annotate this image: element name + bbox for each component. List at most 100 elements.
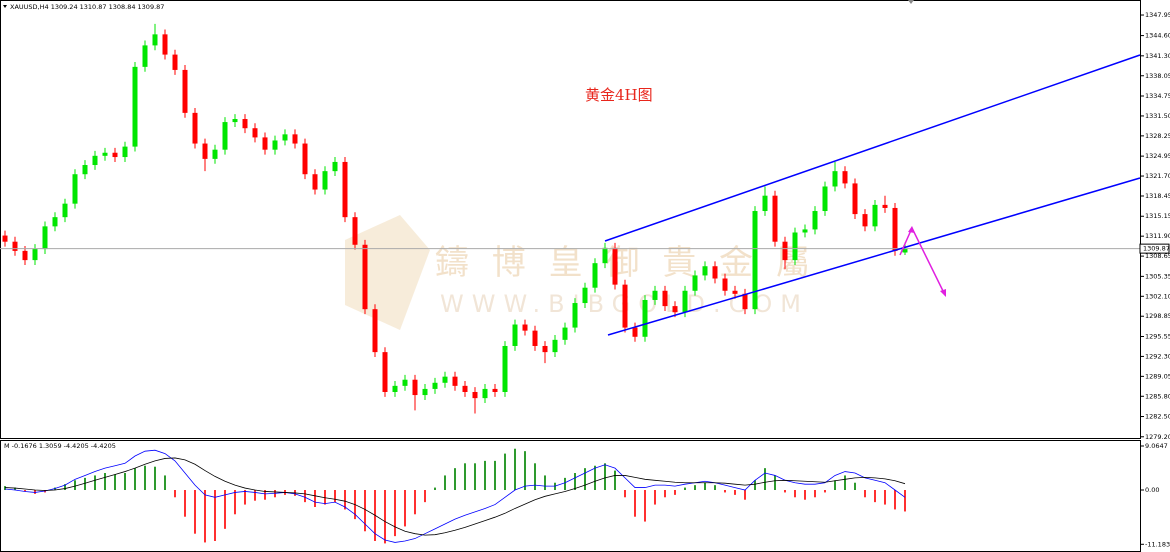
histogram-bar [214,490,216,541]
candle-body [32,249,38,261]
y-tick-label: 1315.15 [1145,212,1170,220]
candle-body [852,183,858,215]
histogram-bar [644,490,646,522]
candle-body [432,382,438,389]
candle-body [422,388,428,396]
histogram-bar [74,480,76,491]
histogram-bar [414,490,416,515]
watermark-url: WWW.BIBGOLD.COM [440,290,809,318]
histogram-bar [654,490,656,505]
candle-body [212,149,218,159]
candle-body [652,290,658,300]
candle-body [692,275,698,291]
histogram-bar [694,485,696,491]
histogram-bar [664,490,666,498]
histogram-bar [544,475,546,491]
histogram-bar [434,487,436,491]
histogram-bar [144,465,146,491]
histogram-bar [404,490,406,527]
y-tick-label: 1347.95 [1145,11,1170,19]
y-tick-label: 1295.55 [1145,332,1170,340]
candle-body [162,34,168,55]
histogram-bar [64,484,66,491]
histogram-bar [884,490,886,505]
y-tick-label: 1279.20 [1145,433,1170,441]
candle-body [482,388,488,399]
histogram-bar [94,475,96,491]
candle-body [512,324,518,346]
histogram-bar [774,475,776,491]
candle-body [712,266,718,279]
y-tick-label: 1338.05 [1145,72,1170,80]
histogram-bar [464,463,466,491]
histogram-bar [334,490,336,503]
candle-body [612,247,618,285]
histogram-bar [624,490,626,498]
histogram-bar [504,453,506,491]
candle-body [802,229,808,233]
histogram-bar [164,475,166,491]
histogram-bar [674,490,676,495]
histogram-bar [894,490,896,510]
histogram-bar [114,474,116,491]
candle-body [762,195,768,212]
histogram-bar [244,490,246,505]
candle-body [2,235,8,242]
price-label-box [1139,243,1170,254]
candle-body [472,391,478,399]
candle-body [662,290,668,307]
candle-body [152,34,158,46]
candle-body [732,290,738,294]
candle-body [552,339,558,353]
candle-body [92,155,98,166]
histogram-bar [324,490,326,505]
y-tick-label: 1311.90 [1145,232,1170,240]
y-tick-label: 1298.85 [1145,312,1170,320]
candle-body [112,152,118,158]
candle-body [392,385,398,392]
histogram-bar [904,490,906,512]
candle-body [532,330,538,346]
candle-body [42,226,48,250]
histogram-bar [4,486,6,491]
histogram-bar [344,490,346,510]
candle-body [572,303,578,328]
histogram-bar [84,477,86,491]
y-tick-label: 1344.60 [1145,32,1170,40]
candle-body [372,309,378,353]
histogram-bar [444,475,446,491]
histogram-bar [304,490,306,503]
shift-marker [908,0,914,4]
histogram-bar [764,468,766,491]
y-tick-label: 1331.50 [1145,112,1170,120]
candle-body [182,69,188,113]
y-tick-label: 0.00 [1145,486,1159,494]
candle-body [632,327,638,337]
candle-body [622,284,628,328]
histogram-bar [14,487,16,491]
annotation: 黄金4H图 [585,86,653,104]
histogram-bar [714,485,716,491]
y-tick-label: 1305.35 [1145,272,1170,280]
histogram-bar [134,468,136,491]
histogram-bar [104,473,106,491]
title-arrow [3,5,7,8]
candle-body [142,45,148,67]
histogram-bar [254,490,256,501]
indicator-line [4,457,906,536]
histogram-bar [784,490,786,493]
candle-body [362,244,368,310]
candle-body [462,385,468,392]
histogram-bar [814,490,816,498]
candle-body [312,174,318,190]
candle-body [702,266,708,276]
histogram-bar [424,490,426,503]
candle-body [782,241,788,261]
candle-body [402,379,408,386]
macd-panel [0,440,1141,552]
histogram-bar [604,463,606,491]
candle-body [22,250,28,261]
candle-body [302,143,308,175]
histogram-bar [754,480,756,491]
histogram-bar [864,490,866,498]
